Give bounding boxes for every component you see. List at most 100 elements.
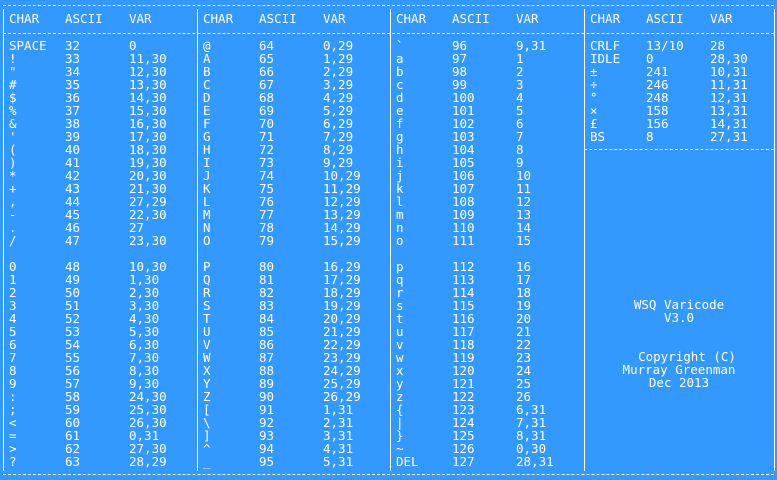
char-cell: CRLF [590,38,621,53]
column-header-ascii: ASCII [646,11,684,26]
ascii-cell: 62 [65,441,81,456]
var-cell: 21,29 [323,324,361,339]
var-cell: 5,31 [323,454,354,469]
ascii-cell: 36 [65,90,81,105]
char-cell: l [396,194,404,209]
column-header-var: VAR [129,11,152,26]
ascii-cell: 59 [65,402,81,417]
ascii-cell: 50 [65,285,81,300]
bottom-divider [3,474,774,475]
char-cell: Z [203,389,211,404]
ascii-cell: 121 [452,376,475,391]
char-cell: e [396,103,404,118]
var-cell: 20 [516,311,532,326]
var-cell: 17,29 [323,272,361,287]
ascii-cell: 114 [452,285,475,300]
char-cell: ) [9,155,17,170]
char-cell: 7 [9,350,17,365]
char-cell: & [9,116,17,131]
var-cell: 6,30 [129,337,160,352]
var-cell: 25,30 [129,402,167,417]
ascii-cell: 105 [452,155,475,170]
var-cell: 24,29 [323,363,361,378]
var-cell: 16,29 [323,259,361,274]
char-cell: o [396,233,404,248]
top-divider [3,5,774,6]
var-cell: 4,30 [129,311,160,326]
column-header-char: CHAR [203,11,234,26]
var-cell: 26,29 [323,389,361,404]
char-cell: T [203,311,211,326]
var-cell: 0,30 [516,441,547,456]
ascii-cell: 124 [452,415,475,430]
char-cell: J [203,168,211,183]
ascii-cell: 101 [452,103,475,118]
var-cell: 11 [516,181,532,196]
ascii-cell: 53 [65,324,81,339]
char-cell: j [396,168,404,183]
ascii-cell: 57 [65,376,81,391]
var-cell: 14,30 [129,90,167,105]
ascii-cell: 104 [452,142,475,157]
char-cell: ? [9,454,17,469]
var-cell: 25,29 [323,376,361,391]
var-cell: 3,31 [323,428,354,443]
char-cell: G [203,129,211,144]
ascii-cell: 97 [452,51,468,66]
char-cell: [ [203,402,211,417]
var-cell: 21,30 [129,181,167,196]
var-cell: 8 [516,142,524,157]
column-separator [584,9,585,471]
ascii-cell: 120 [452,363,475,378]
var-cell: 8,29 [323,142,354,157]
char-cell: { [396,402,404,417]
var-cell: 20,29 [323,311,361,326]
var-cell: 6,31 [516,402,547,417]
ascii-cell: 116 [452,311,475,326]
char-cell: A [203,51,211,66]
char-cell: > [9,441,17,456]
var-cell: 0,31 [129,428,160,443]
char-cell: £ [590,116,598,131]
column-separator [390,9,391,471]
ascii-cell: 80 [259,259,275,274]
char-cell: a [396,51,404,66]
ascii-cell: 69 [259,103,275,118]
ascii-cell: 49 [65,272,81,287]
char-cell: \ [203,415,211,430]
var-cell: 23 [516,350,532,365]
char-cell: P [203,259,211,274]
column-separator [774,9,775,471]
ascii-cell: 112 [452,259,475,274]
var-cell: 12,31 [710,90,748,105]
ascii-cell: 76 [259,194,275,209]
var-cell: 15 [516,233,532,248]
ascii-cell: 86 [259,337,275,352]
ascii-cell: 79 [259,233,275,248]
char-cell: E [203,103,211,118]
ascii-cell: 42 [65,168,81,183]
header-divider [3,33,774,34]
var-cell: 10,31 [710,64,748,79]
ascii-cell: 125 [452,428,475,443]
info-author: Murray Greenman [622,362,736,377]
ascii-cell: 37 [65,103,81,118]
ascii-cell: 0 [646,51,654,66]
var-cell: 28,29 [129,454,167,469]
var-cell: 2,29 [323,64,354,79]
info-title: WSQ Varicode [633,297,725,312]
var-cell: 1,31 [323,402,354,417]
char-cell: f [396,116,404,131]
char-cell: z [396,389,404,404]
char-cell: q [396,272,404,287]
char-cell: W [203,350,211,365]
ascii-cell: 87 [259,350,275,365]
char-cell: L [203,194,211,209]
var-cell: 23,29 [323,350,361,365]
char-cell: . [9,220,17,235]
char-cell: O [203,233,211,248]
var-cell: 5,30 [129,324,160,339]
char-cell: B [203,64,211,79]
info-version: V3.0 [663,310,695,325]
ascii-cell: 115 [452,298,475,313]
